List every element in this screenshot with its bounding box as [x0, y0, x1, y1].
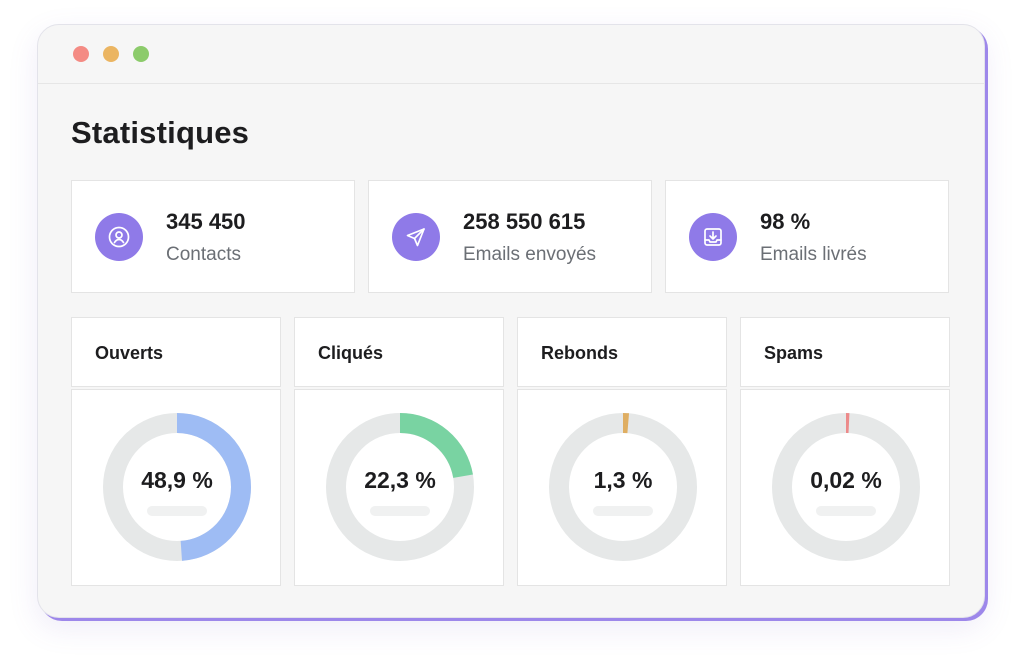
- donut-arc: [326, 413, 474, 561]
- placeholder-bar: [816, 506, 876, 516]
- placeholder-bar: [147, 506, 207, 516]
- minimize-window-dot[interactable]: [103, 46, 119, 62]
- stat-value: 345 450: [166, 209, 246, 234]
- metric-header-rebonds: Rebonds: [517, 317, 727, 387]
- metric-header-ouverts: Ouverts: [71, 317, 281, 387]
- stat-label: Emails livrés: [760, 244, 867, 265]
- page-title: Statistiques: [71, 115, 250, 150]
- metric-value: 1,3 %: [593, 467, 653, 493]
- contact-icon: [95, 213, 143, 261]
- stat-card-emails-sent: 258 550 615 Emails envoyés: [368, 180, 652, 293]
- placeholder-bar: [370, 506, 430, 516]
- stat-label: Contacts: [166, 244, 241, 265]
- app-window: Statistiques 345 450 Contacts 258 550 61…: [37, 24, 985, 618]
- inbox-download-icon: [689, 213, 737, 261]
- metric-panel-ouverts: 48,9 %: [71, 389, 281, 586]
- metric-header-cliques: Cliqués: [294, 317, 504, 387]
- metric-title: Spams: [764, 343, 824, 363]
- close-window-dot[interactable]: [73, 46, 89, 62]
- donut-arc: [772, 413, 920, 561]
- stat-card-contacts: 345 450 Contacts: [71, 180, 355, 293]
- stat-label: Emails envoyés: [463, 244, 597, 265]
- donut-arc: [549, 413, 697, 561]
- donut-chart: [326, 413, 474, 561]
- metric-panel-cliques: 22,3 %: [294, 389, 504, 586]
- stat-value: 258 550 615: [463, 209, 586, 234]
- metric-header-spams: Spams: [740, 317, 950, 387]
- placeholder-bar: [593, 506, 653, 516]
- donut-arc: [103, 413, 251, 561]
- metric-value: 48,9 %: [141, 467, 213, 493]
- title-bar: [38, 25, 984, 84]
- metric-title: Cliqués: [318, 343, 384, 363]
- donut-chart: [549, 413, 697, 561]
- metric-value: 22,3 %: [364, 467, 436, 493]
- metric-title: Ouverts: [95, 343, 164, 363]
- donut-chart: [772, 413, 920, 561]
- stat-value: 98 %: [760, 209, 811, 234]
- metric-title: Rebonds: [541, 343, 619, 363]
- metric-value: 0,02 %: [810, 467, 882, 493]
- metric-panel-spams: 0,02 %: [740, 389, 950, 586]
- send-icon: [392, 213, 440, 261]
- donut-chart: [103, 413, 251, 561]
- maximize-window-dot[interactable]: [133, 46, 149, 62]
- stat-card-emails-delivered: 98 % Emails livrés: [665, 180, 949, 293]
- metric-panel-rebonds: 1,3 %: [517, 389, 727, 586]
